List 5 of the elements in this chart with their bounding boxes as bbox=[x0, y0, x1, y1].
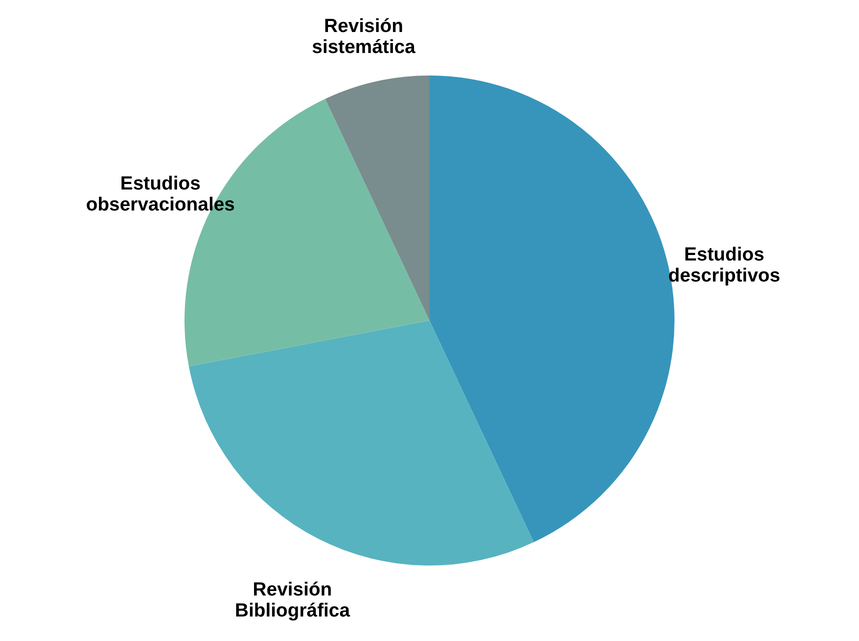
pie-slice bbox=[325, 76, 430, 320]
slice-label: Revisión Bibliográfica bbox=[234, 580, 350, 622]
slice-label: Estudios observacionales bbox=[86, 173, 235, 216]
slice-label: Revisión sistemática bbox=[312, 16, 416, 58]
pie-slice bbox=[188, 320, 534, 566]
